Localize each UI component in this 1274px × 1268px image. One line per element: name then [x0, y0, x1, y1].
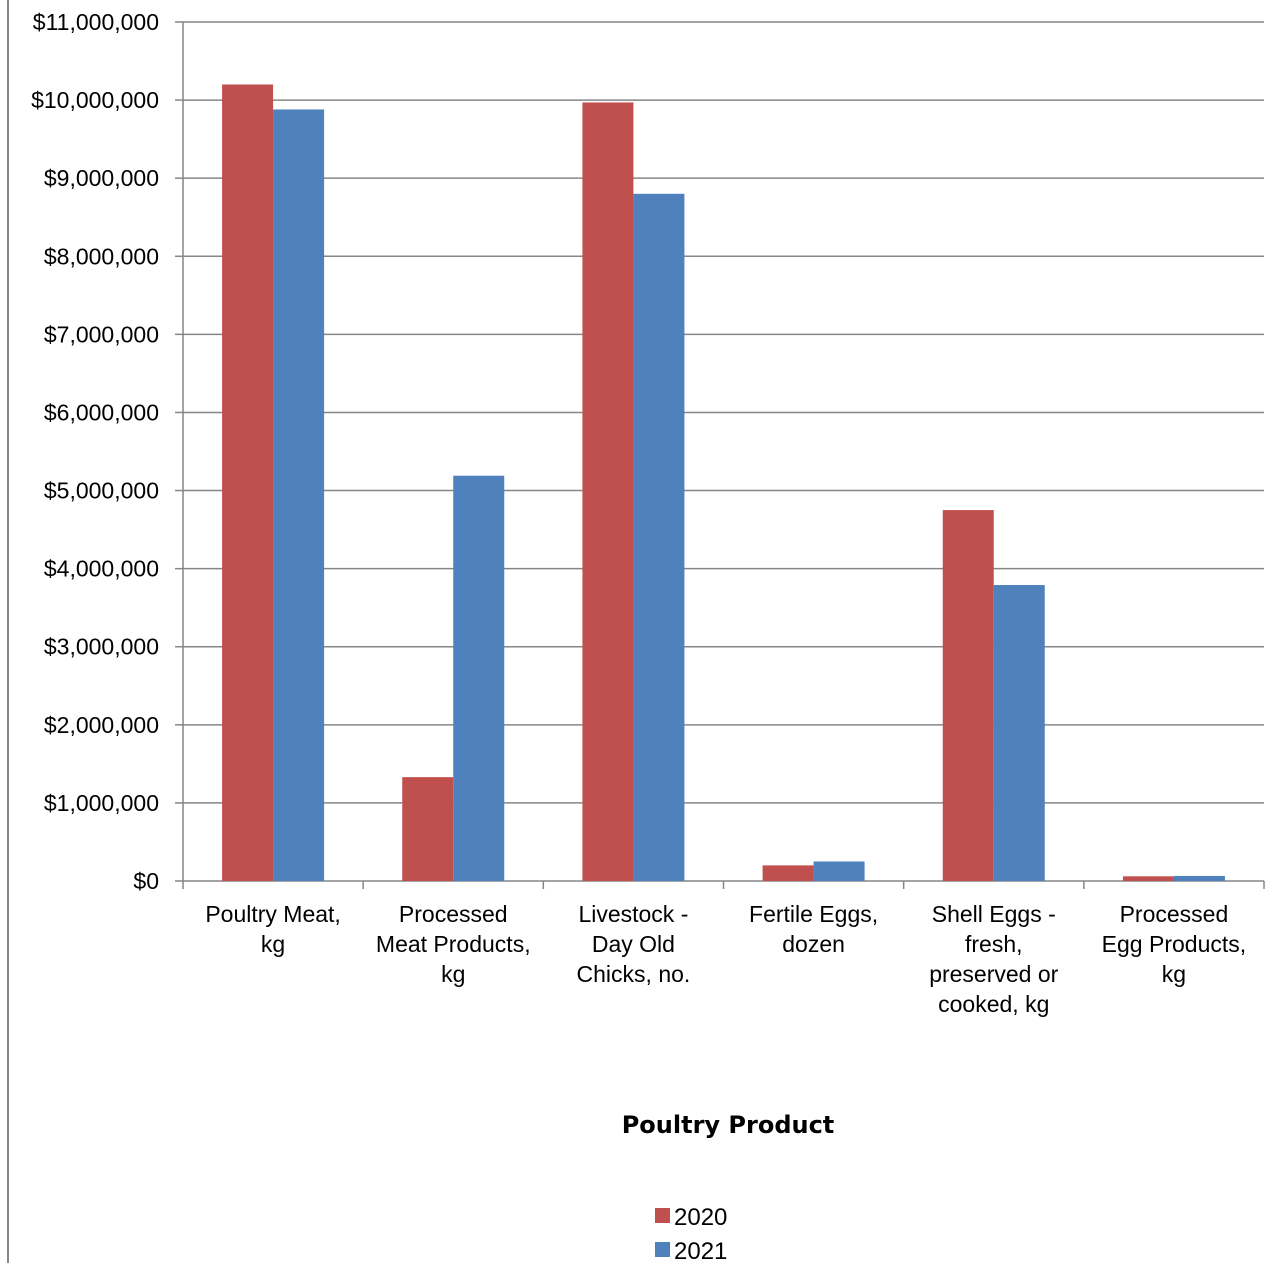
y-tick-labels: $0 $1,000,000 $2,000,000 $3,000,000 $4,000,0… — [31, 9, 159, 894]
x-category-labels: Poultry Meat, kg Processed Meat Products, kg… — [205, 901, 1246, 1017]
x-category-label: Fertile Eggs, dozen — [749, 901, 878, 957]
y-tick-label: $2,000,000 — [44, 712, 159, 738]
axes — [175, 21, 1265, 889]
y-tick-label: $1,000,000 — [44, 790, 159, 816]
y-tick-label: $9,000,000 — [44, 165, 159, 191]
y-tick-label: $0 — [133, 868, 159, 894]
bar-2020 — [1122, 876, 1174, 881]
legend-swatch-2020 — [655, 1208, 670, 1223]
bar-2020 — [762, 865, 814, 881]
y-tick-label: $4,000,000 — [44, 556, 159, 582]
y-tick-label: $5,000,000 — [44, 478, 159, 504]
legend-label-2021: 2021 — [674, 1238, 727, 1263]
bar-2020 — [222, 84, 274, 882]
bar-2021 — [813, 861, 865, 881]
gridlines — [183, 21, 1264, 804]
x-category-label: Processed Meat Products, kg — [376, 901, 531, 987]
legend-label-2020: 2020 — [674, 1204, 727, 1231]
y-tick-label: $10,000,000 — [31, 87, 159, 113]
bar-2021 — [1173, 875, 1225, 881]
bar-2021 — [993, 585, 1045, 881]
y-tick-label: $7,000,000 — [44, 321, 159, 347]
bar-2020 — [402, 777, 454, 881]
bar-2020 — [582, 102, 634, 881]
y-tick-label: $8,000,000 — [44, 243, 159, 269]
legend: 2020 2021 — [655, 1204, 727, 1265]
x-category-label: Shell Eggs -fresh, preserved or cooked, kg — [929, 901, 1058, 1017]
bar-2021 — [273, 109, 325, 882]
bar-2020 — [942, 510, 994, 881]
bar-2021 — [453, 475, 505, 881]
x-category-label: Poultry Meat, kg — [205, 901, 341, 957]
bar-2021 — [633, 193, 685, 882]
y-tick-label: $6,000,000 — [44, 399, 159, 425]
x-category-label: Processed Egg Products, kg — [1102, 901, 1246, 987]
bars — [222, 84, 1225, 882]
x-axis-title: Poultry Product — [622, 1111, 835, 1139]
legend-swatch-2021 — [655, 1242, 670, 1257]
y-tick-label: $11,000,000 — [33, 9, 159, 35]
y-tick-label: $3,000,000 — [44, 634, 159, 660]
x-category-label: Livestock -Day Old Chicks, no. — [577, 901, 691, 987]
